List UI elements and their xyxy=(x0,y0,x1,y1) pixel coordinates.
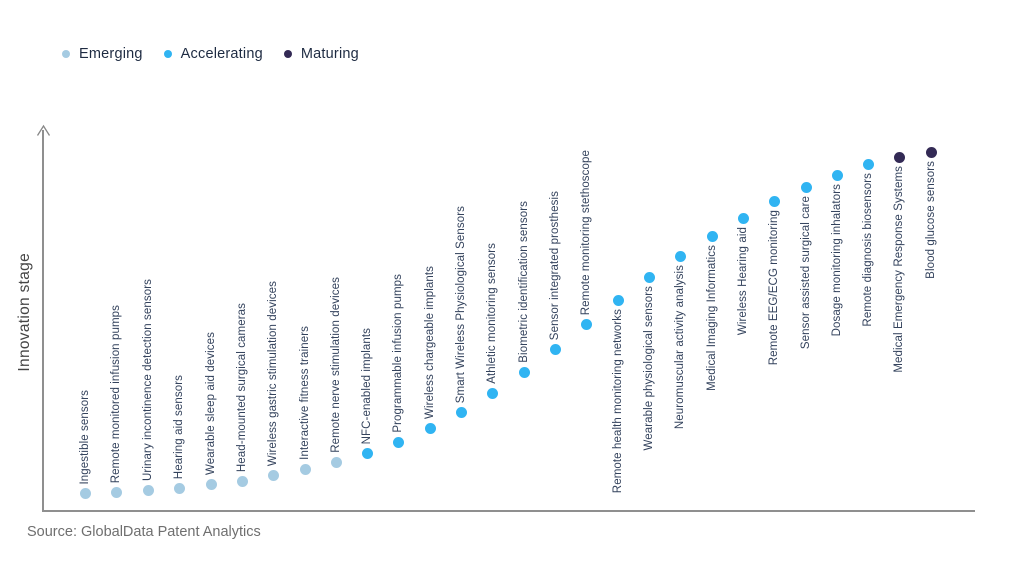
legend-dot-icon xyxy=(62,50,70,58)
data-point-label: Medical Imaging Informatics xyxy=(706,245,718,391)
data-point-label: Smart Wireless Physiological Sensors xyxy=(455,205,467,403)
data-point-label: Remote nerve stimulation devices xyxy=(330,277,342,453)
data-point-label: Remote monitored infusion pumps xyxy=(110,304,122,483)
data-point xyxy=(142,484,154,496)
data-point-label: Sensor integrated prosthesis xyxy=(549,190,561,340)
legend-dot-icon xyxy=(283,50,292,58)
data-point xyxy=(299,463,311,475)
data-point xyxy=(768,195,780,207)
legend-item-maturing: Maturing xyxy=(283,46,359,62)
legend-item-emerging: Emerging xyxy=(62,46,143,62)
data-point xyxy=(831,169,843,181)
data-point-label: Urinary incontinence detection sensors xyxy=(142,279,154,481)
data-point xyxy=(643,271,655,283)
data-point xyxy=(424,422,436,434)
legend-label: Emerging xyxy=(79,46,143,62)
data-point-label: Athletic monitoring sensors xyxy=(486,243,498,384)
data-point xyxy=(79,487,91,499)
data-point-label: Remote health monitoring networks xyxy=(612,309,624,494)
data-point xyxy=(674,250,686,262)
data-point-label: Wearable sleep aid devices xyxy=(205,331,217,475)
legend-item-accelerating: Accelerating xyxy=(163,46,263,62)
y-axis-title: Innovation stage xyxy=(16,253,33,372)
x-axis-line xyxy=(42,510,975,512)
data-point xyxy=(612,294,624,306)
data-point xyxy=(737,212,749,224)
legend: Emerging Accelerating Maturing xyxy=(62,46,359,62)
data-point-label: Blood glucose sensors xyxy=(925,161,937,279)
data-point-label: Remote EEG/ECG monitoring xyxy=(768,210,780,366)
data-point xyxy=(580,318,592,330)
data-point xyxy=(486,387,498,399)
data-point-label: Programmable infusion pumps xyxy=(392,274,404,433)
data-point-label: Sensor assisted surgical care xyxy=(800,196,812,350)
data-point-label: Neuromuscular activity analysis xyxy=(674,265,686,430)
data-point-label: Wearable physiological sensors xyxy=(643,286,655,451)
data-point xyxy=(893,151,905,163)
data-point xyxy=(518,366,530,378)
data-point xyxy=(267,469,279,481)
data-point xyxy=(925,146,937,158)
data-point-label: Wireless gastric stimulation devices xyxy=(267,280,279,466)
data-point xyxy=(110,486,122,498)
data-point xyxy=(361,447,373,459)
data-point-label: Head-mounted surgical cameras xyxy=(236,302,248,472)
legend-label: Maturing xyxy=(300,46,359,62)
y-axis-line xyxy=(42,130,44,511)
data-point-label: Wireless chargeable implants xyxy=(424,265,436,419)
data-point-label: Medical Emergency Response Systems xyxy=(893,166,905,373)
data-point xyxy=(549,343,561,355)
data-point-label: Hearing aid sensors xyxy=(173,374,185,479)
data-point xyxy=(330,456,342,468)
data-point-label: Ingestible sensors xyxy=(79,389,91,485)
legend-dot-icon xyxy=(163,50,172,58)
data-point-label: NFC-enabled implants xyxy=(361,327,373,444)
y-axis-arrow-icon xyxy=(36,124,51,136)
data-point xyxy=(205,478,217,490)
data-point-label: Interactive fitness trainers xyxy=(299,326,311,460)
data-point xyxy=(706,230,718,242)
data-point xyxy=(862,158,874,170)
legend-label: Accelerating xyxy=(180,46,263,62)
data-point xyxy=(173,482,185,494)
data-point xyxy=(392,436,404,448)
data-point-label: Remote monitoring stethoscope xyxy=(580,149,592,315)
data-point-label: Biometric identification sensors xyxy=(518,201,530,363)
data-point xyxy=(800,181,812,193)
data-point xyxy=(455,406,467,418)
data-point-label: Remote diagnosis biosensors xyxy=(862,173,874,327)
data-point xyxy=(236,475,248,487)
source-note: Source: GlobalData Patent Analytics xyxy=(27,524,261,540)
data-point-label: Dosage monitoring inhalators xyxy=(831,184,843,337)
data-point-label: Wireless Hearing aid xyxy=(737,227,749,336)
